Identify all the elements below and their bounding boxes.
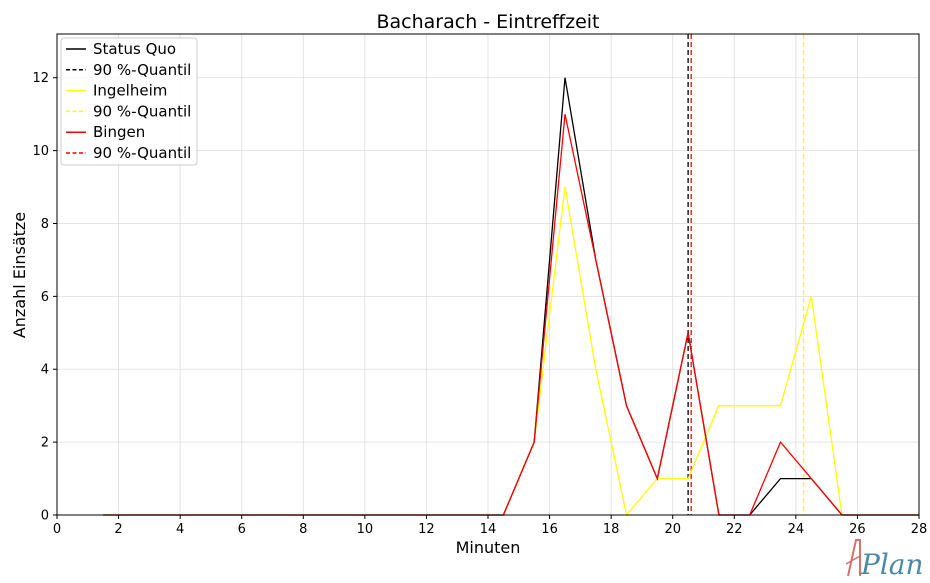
x-tick-label: 10 [357,522,374,537]
x-tick-label: 26 [849,522,866,537]
y-axis-ticks: 0 2 4 6 8 10 12 [32,71,57,524]
y-tick-label: 2 [41,436,49,451]
x-tick-label: 0 [53,522,61,537]
x-tick-label: 12 [418,522,435,537]
legend-entry-label: Status Quo [93,40,176,58]
x-tick-label: 8 [299,522,307,537]
y-tick-label: 10 [32,144,49,159]
x-tick-label: 22 [726,522,743,537]
y-axis-label: Anzahl Einsätze [10,212,29,338]
legend-box [60,37,198,166]
x-axis-label: Minuten [456,538,521,557]
x-tick-label: 14 [480,522,497,537]
x-tick-label: 20 [664,522,681,537]
plan-logo: Plan [845,539,924,581]
y-tick-label: 4 [41,363,49,378]
chart-title: Bacharach - Eintreffzeit [376,11,599,33]
series-line-ingelheim [103,186,919,517]
x-axis-ticks: 0 2 4 6 8 10 12 14 16 18 20 22 24 26 28 [53,515,927,537]
x-tick-label: 24 [788,522,805,537]
legend-entry-label: Ingelheim [93,82,167,100]
y-tick-label: 6 [41,290,49,305]
legend-entry-label: 90 %-Quantil [93,102,191,120]
x-tick-label: 4 [176,522,184,537]
series-line-bingen [103,114,919,516]
x-tick-label: 6 [238,522,246,537]
y-tick-label: 12 [32,71,49,86]
logo-mark-icon [847,539,861,577]
logo-text: Plan [860,548,924,581]
legend-entry-label: 90 %-Quantil [93,144,191,162]
x-tick-label: 16 [541,522,558,537]
y-tick-label: 0 [41,509,49,524]
x-tick-label: 2 [114,522,122,537]
legend: Status Quo 90 %-Quantil Ingelheim 90 %-Quan… [60,37,198,166]
x-tick-label: 28 [911,522,928,537]
x-tick-label: 18 [603,522,620,537]
grid [56,34,920,516]
y-tick-label: 8 [41,217,49,232]
legend-entry-label: 90 %-Quantil [93,61,191,79]
quantile-lines [687,34,805,515]
legend-entry-label: Bingen [93,123,145,141]
